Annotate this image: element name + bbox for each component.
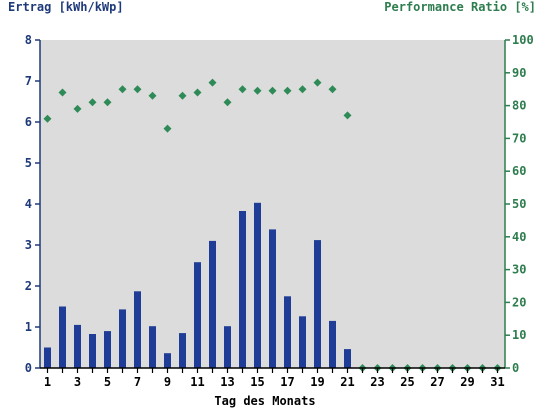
x-tick-label: 31 — [490, 375, 504, 389]
bar-series — [44, 202, 351, 369]
bar — [194, 262, 201, 368]
bar — [74, 324, 81, 368]
x-tick-label: 5 — [104, 375, 111, 389]
data-point — [88, 98, 97, 107]
data-point — [133, 85, 142, 94]
data-point — [223, 98, 232, 107]
x-tick-label: 13 — [220, 375, 234, 389]
right-tick-label: 30 — [512, 263, 526, 277]
bar — [269, 229, 276, 368]
bar — [254, 202, 261, 368]
x-tick-label: 23 — [370, 375, 384, 389]
left-tick-label: 2 — [25, 279, 32, 293]
x-tick-label: 1 — [44, 375, 51, 389]
right-tick-label: 50 — [512, 197, 526, 211]
right-tick-label: 40 — [512, 230, 526, 244]
bar — [149, 326, 156, 368]
data-point — [343, 111, 352, 120]
left-tick-label: 5 — [25, 156, 32, 170]
bar — [209, 240, 216, 368]
data-point — [253, 86, 262, 95]
bar — [164, 353, 171, 368]
left-tick-label: 1 — [25, 320, 32, 334]
right-tick-label: 60 — [512, 164, 526, 178]
data-point — [163, 124, 172, 133]
data-point — [328, 85, 337, 94]
bar — [89, 334, 96, 368]
bar — [44, 347, 51, 368]
data-point — [283, 86, 292, 95]
x-tick-label: 7 — [134, 375, 141, 389]
right-tick-label: 70 — [512, 131, 526, 145]
x-tick-label: 11 — [190, 375, 204, 389]
bar — [119, 309, 126, 368]
left-tick-label: 3 — [25, 238, 32, 252]
bar — [299, 316, 306, 368]
x-tick-label: 17 — [280, 375, 294, 389]
data-point — [178, 91, 187, 100]
x-tick-label: 3 — [74, 375, 81, 389]
left-tick-label: 6 — [25, 115, 32, 129]
right-tick-label: 0 — [512, 361, 519, 375]
left-tick-label: 0 — [25, 361, 32, 375]
bar — [314, 240, 321, 368]
bar — [224, 326, 231, 368]
left-tick-label: 7 — [25, 74, 32, 88]
data-point — [238, 85, 247, 94]
data-point — [298, 85, 307, 94]
bar — [179, 333, 186, 368]
x-tick-label: 27 — [430, 375, 444, 389]
x-tick-label: 25 — [400, 375, 414, 389]
x-tick-label: 15 — [250, 375, 264, 389]
right-axis-title: Performance Ratio [%] — [384, 0, 536, 14]
bar — [134, 291, 141, 368]
x-tick-label: 21 — [340, 375, 354, 389]
data-point — [58, 88, 67, 97]
x-axis-title: Tag des Monats — [214, 394, 315, 408]
data-point — [208, 78, 217, 87]
data-point — [193, 88, 202, 97]
x-tick-label: 29 — [460, 375, 474, 389]
left-tick-label: 4 — [25, 197, 32, 211]
bar — [239, 211, 246, 368]
right-tick-label: 80 — [512, 99, 526, 113]
x-tick-label: 19 — [310, 375, 324, 389]
bar — [284, 296, 291, 369]
right-tick-label: 10 — [512, 328, 526, 342]
bar — [344, 349, 351, 368]
bar — [329, 320, 336, 368]
right-tick-label: 100 — [512, 33, 534, 47]
data-point — [268, 86, 277, 95]
marker-series — [43, 78, 502, 372]
bar — [104, 331, 111, 368]
left-axis-title: Ertrag [kWh/kWp] — [8, 0, 124, 14]
data-point — [73, 104, 82, 113]
right-tick-label: 20 — [512, 295, 526, 309]
data-point — [118, 85, 127, 94]
x-tick-label: 9 — [164, 375, 171, 389]
data-point — [43, 114, 52, 123]
data-point — [313, 78, 322, 87]
bar — [59, 306, 66, 368]
right-tick-label: 90 — [512, 66, 526, 80]
data-point — [103, 98, 112, 107]
left-tick-label: 8 — [25, 33, 32, 47]
data-point — [148, 91, 157, 100]
